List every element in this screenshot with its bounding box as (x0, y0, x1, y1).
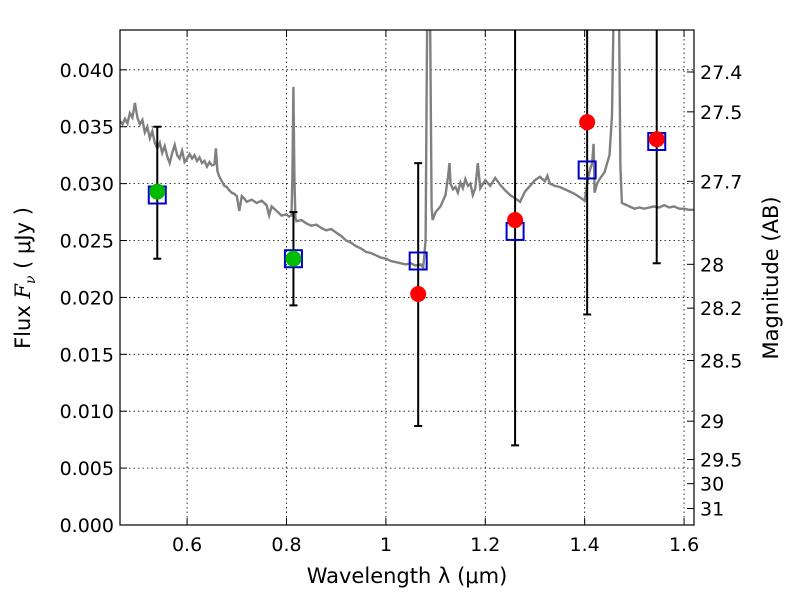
grid (120, 30, 694, 526)
observed-flux-markers (149, 114, 665, 302)
y-tick-label: 0.005 (60, 458, 114, 480)
magnitude-axis-ticks: 27.4 27.5 27.7 28 28.2 28.5 29 29.530 31 (687, 62, 742, 521)
x-tick-label: 1.4 (570, 534, 600, 556)
x-tick-label: 1 (380, 534, 392, 556)
observed-flux-point (285, 250, 302, 267)
y-tick-label: 0.010 (60, 401, 114, 423)
mag-tick-label: 27.7 (700, 171, 742, 193)
observed-flux-point (410, 286, 427, 302)
mag-tick-label: 28.2 (700, 298, 742, 320)
y-tick-label: 0.025 (60, 231, 114, 253)
mag-tick-label: 28.5 (700, 351, 742, 373)
y-tick-label: 0.040 (60, 60, 114, 82)
x-tick-label: 1.6 (669, 534, 699, 556)
y-tick-label: 0.015 (60, 344, 114, 366)
mag-tick-label: 28 (700, 254, 724, 276)
x-tick-label: 1.2 (470, 534, 500, 556)
mag-tick-label: 27.4 (700, 62, 742, 84)
mag-tick-label: 29.5 (700, 450, 742, 472)
observed-flux-point (507, 212, 524, 229)
x-tick-label: 0.8 (271, 534, 301, 556)
y-tick-label: 0.020 (60, 287, 114, 309)
mag-tick-label: 31 (700, 499, 724, 521)
y-axis-ticks: 0.000 0.005 0.010 0.015 0.020 0.025 0.030 0.035… (60, 60, 127, 537)
model-flux-marker (577, 160, 597, 180)
x-tick-label: 0.6 (172, 534, 202, 556)
x-axis-ticks: 0.6 0.8 1 1.2 1.4 1.6 (172, 30, 699, 556)
model-photometry-markers (147, 132, 667, 271)
mag-tick-label: 27.5 (700, 102, 742, 124)
mag-tick-label: 30 (700, 474, 724, 496)
y-tick-label: 0.030 (60, 174, 114, 196)
observed-flux-point (579, 114, 596, 131)
model-flux-marker (408, 251, 428, 271)
y-tick-label: 0.000 (60, 515, 114, 537)
observed-flux-point (648, 131, 665, 148)
mag-tick-label: 29 (700, 411, 724, 433)
plot-frame (119, 29, 695, 526)
y-tick-label: 0.035 (60, 117, 114, 139)
model-flux-marker (283, 249, 303, 269)
y-axis-label: Flux Fν ( μJy ) (11, 207, 39, 349)
right-axis-label: Magnitude (AB) (759, 196, 783, 359)
plot-area (120, 30, 694, 447)
observed-flux-point (149, 183, 166, 200)
x-axis-label: Wavelength λ (μm) (307, 564, 508, 588)
